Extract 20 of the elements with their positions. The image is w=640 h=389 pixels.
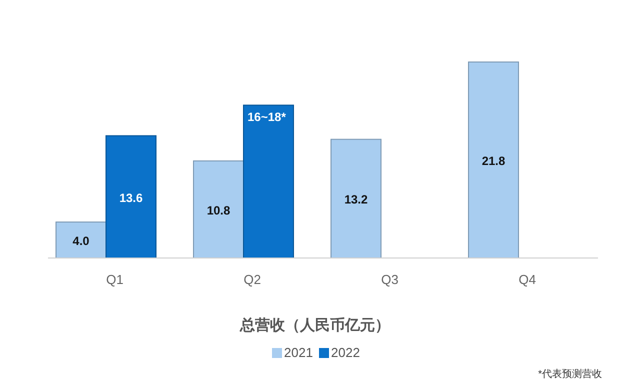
- legend-label: 2022: [331, 345, 360, 360]
- bar: [56, 222, 106, 258]
- x-tick-label: Q3: [381, 272, 398, 287]
- x-tick-label: Q1: [106, 272, 124, 287]
- text: *代表预测营收: [538, 368, 602, 380]
- legend-label: 2021: [284, 345, 313, 360]
- bar: [106, 135, 156, 258]
- text: 总营收（人民币亿元）: [239, 317, 390, 334]
- bar: [193, 160, 244, 258]
- data-label: 13.6: [119, 190, 143, 205]
- annotation: 16~18*: [248, 110, 286, 124]
- bar: [243, 104, 294, 258]
- bar: [468, 62, 519, 258]
- bar: [330, 138, 382, 258]
- data-label: 10.8: [206, 203, 230, 218]
- x-tick-label: Q2: [244, 272, 261, 287]
- x-tick-label: Q4: [518, 272, 536, 287]
- data-label: 13.2: [344, 192, 368, 207]
- data-label: 4.0: [72, 234, 90, 248]
- data-label: 21.8: [482, 154, 506, 168]
